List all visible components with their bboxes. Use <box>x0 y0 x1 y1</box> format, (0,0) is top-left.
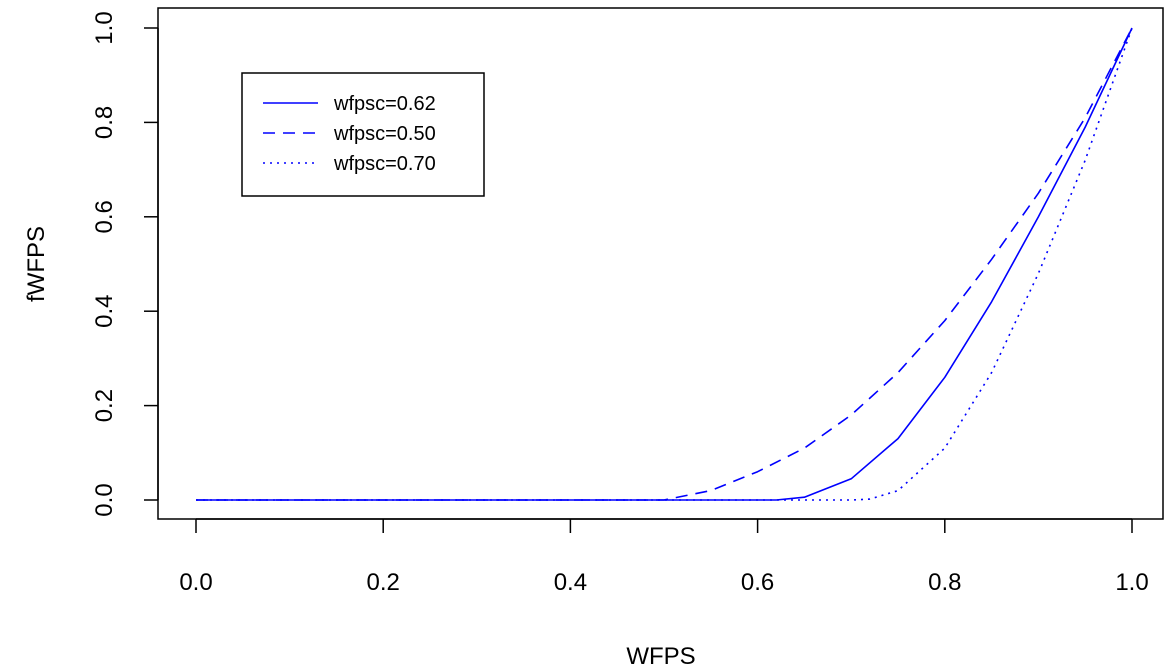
legend-box <box>241 72 485 197</box>
y-tick-label: 0.4 <box>91 295 118 328</box>
y-tick-label: 0.0 <box>91 483 118 516</box>
x-tick-label: 1.0 <box>1115 569 1148 596</box>
x-tick-label: 0.6 <box>741 569 774 596</box>
y-tick-label: 1.0 <box>91 11 118 44</box>
x-tick-label: 0.2 <box>367 569 400 596</box>
x-tick-label: 0.4 <box>554 569 587 596</box>
y-tick-label: 0.6 <box>91 200 118 233</box>
legend-label-1: wfpsc=0.62 <box>333 93 436 115</box>
legend: wfpsc=0.62 wfpsc=0.50 wfpsc=0.70 <box>241 72 485 197</box>
y-axis: 0.0 0.2 0.4 0.6 0.8 1.0 <box>91 11 159 517</box>
legend-label-3: wfpsc=0.70 <box>333 153 436 175</box>
legend-label-2: wfpsc=0.50 <box>333 123 436 145</box>
x-tick-label: 0.0 <box>179 569 212 596</box>
y-tick-label: 0.2 <box>91 389 118 422</box>
y-tick-label: 0.8 <box>91 106 118 139</box>
x-axis-title: WFPS <box>626 643 695 670</box>
series-layer <box>196 27 1133 501</box>
y-axis-title: fWFPS <box>23 226 50 302</box>
x-axis: 0.0 0.2 0.4 0.6 0.8 1.0 <box>179 518 1149 596</box>
x-tick-label: 0.8 <box>928 569 961 596</box>
series-line-2 <box>196 27 1133 501</box>
series-line-1 <box>196 27 1133 501</box>
